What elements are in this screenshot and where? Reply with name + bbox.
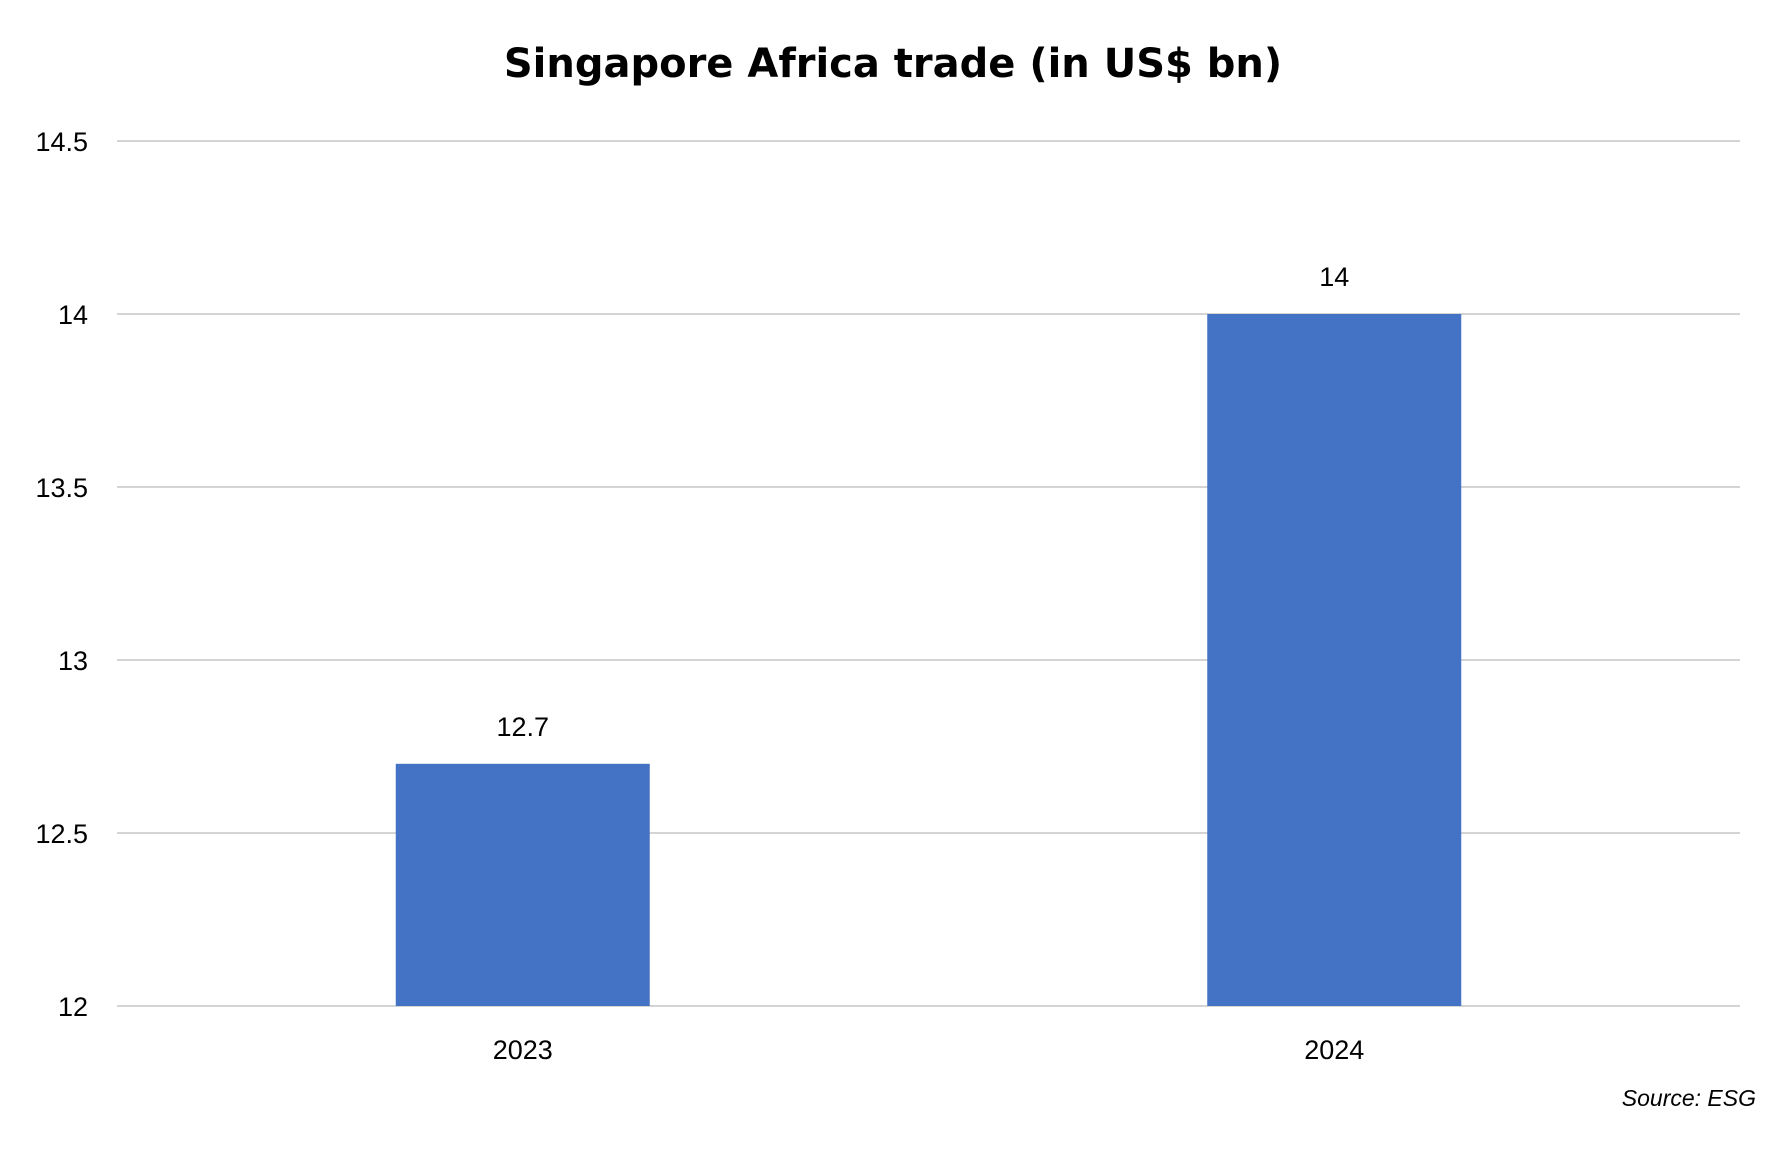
data-label: 14 xyxy=(1319,262,1349,292)
y-tick-label: 12 xyxy=(58,992,88,1022)
y-tick-label: 13 xyxy=(58,646,88,676)
y-tick-label: 14 xyxy=(58,300,88,330)
data-label: 12.7 xyxy=(496,712,549,742)
y-axis-tick-labels: 12 12.5 13 13.5 14 14.5 xyxy=(35,127,88,1022)
y-tick-label: 13.5 xyxy=(35,473,88,503)
gridlines xyxy=(117,140,1740,1007)
data-labels: 12.7 14 xyxy=(496,262,1349,742)
bar xyxy=(395,763,650,1006)
x-tick-label: 2024 xyxy=(1304,1035,1364,1065)
x-axis-tick-labels: 2023 2024 xyxy=(493,1035,1365,1065)
chart-title: Singapore Africa trade (in US$ bn) xyxy=(504,41,1282,87)
bars xyxy=(395,314,1462,1006)
source-note: Source: ESG xyxy=(1622,1085,1756,1111)
y-tick-label: 12.5 xyxy=(35,819,88,849)
y-tick-label: 14.5 xyxy=(35,127,88,157)
bar xyxy=(1207,314,1462,1006)
x-tick-label: 2023 xyxy=(493,1035,553,1065)
